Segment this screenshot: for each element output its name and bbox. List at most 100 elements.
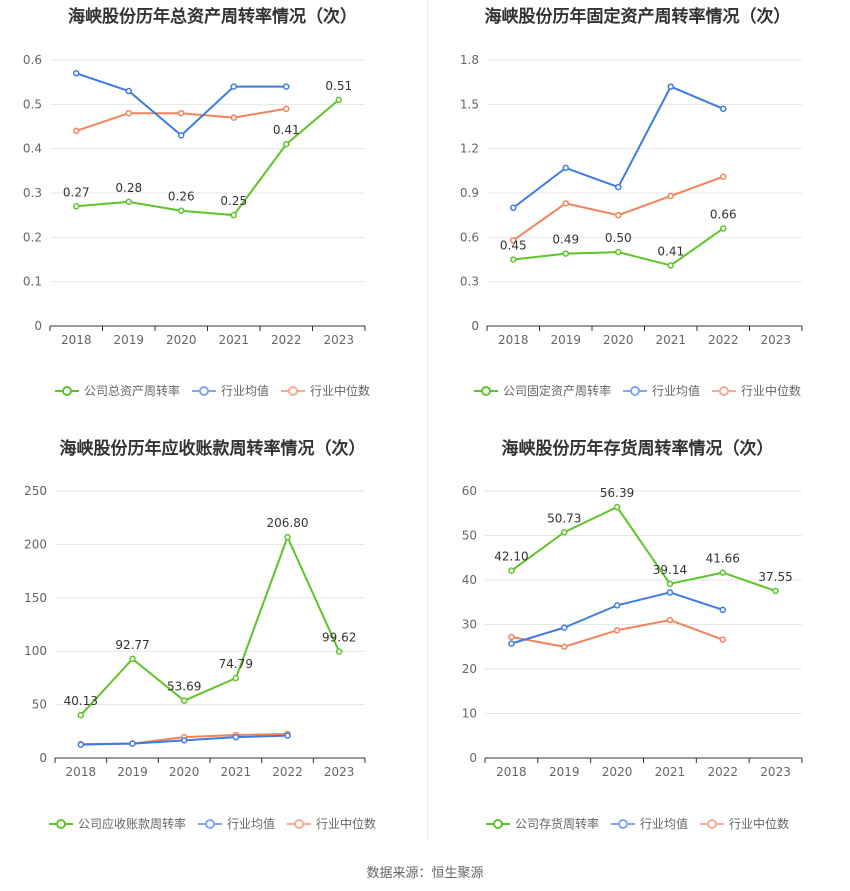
data-point-median[interactable] bbox=[613, 627, 621, 634]
y-tick-label: 0.5 bbox=[23, 97, 42, 111]
data-point-company[interactable] bbox=[510, 256, 517, 263]
data-point-company[interactable] bbox=[720, 225, 727, 232]
data-point-median[interactable] bbox=[719, 636, 726, 643]
data-point-avg[interactable] bbox=[562, 164, 569, 172]
y-tick-label: 1.8 bbox=[460, 53, 479, 67]
chart-plot: 0 50 100 150 200 250 2018 2019 2020 2021 2022 2023 4… bbox=[24, 484, 366, 779]
series-line-avg bbox=[511, 591, 724, 645]
x-tick-label: 2020 bbox=[603, 333, 634, 347]
legend-item-company[interactable]: 公司应收账款周转率 bbox=[48, 815, 186, 832]
chart-title: 海峡股份历年总资产周转率情况（次） bbox=[68, 7, 357, 27]
data-point-avg[interactable] bbox=[283, 83, 290, 90]
legend-item-avg[interactable]: 行业均值 bbox=[610, 815, 688, 832]
data-label: 0.49 bbox=[552, 233, 579, 247]
data-point-avg[interactable] bbox=[508, 640, 515, 647]
legend-marker-icon bbox=[610, 818, 635, 830]
data-point-avg[interactable] bbox=[77, 741, 85, 748]
legend-item-median[interactable]: 行业中位数 bbox=[281, 382, 370, 399]
data-point-median[interactable] bbox=[615, 211, 622, 219]
data-point-avg[interactable] bbox=[178, 132, 185, 139]
legend-item-median[interactable]: 行业中位数 bbox=[712, 382, 801, 399]
data-point-median[interactable] bbox=[230, 114, 237, 121]
data-point-avg[interactable] bbox=[232, 733, 240, 741]
data-point-avg[interactable] bbox=[720, 105, 727, 113]
data-point-median[interactable] bbox=[561, 643, 568, 650]
legend-item-company[interactable]: 公司存货周转率 bbox=[485, 815, 599, 832]
data-point-median[interactable] bbox=[667, 192, 674, 200]
data-point-avg[interactable] bbox=[129, 740, 136, 747]
data-point-company[interactable] bbox=[562, 250, 569, 257]
legend-label: 行业均值 bbox=[226, 817, 275, 831]
data-point-company[interactable] bbox=[335, 96, 342, 104]
data-point-median[interactable] bbox=[510, 237, 517, 244]
data-point-avg[interactable] bbox=[719, 606, 726, 614]
data-point-company[interactable] bbox=[283, 140, 290, 148]
data-point-median[interactable] bbox=[178, 109, 185, 117]
legend-marker-icon bbox=[48, 818, 73, 830]
y-tick-label: 0.2 bbox=[23, 230, 42, 244]
data-point-company[interactable] bbox=[719, 569, 726, 576]
legend-marker-icon bbox=[485, 818, 510, 830]
y-tick-label: 1.5 bbox=[460, 97, 479, 111]
data-point-avg[interactable] bbox=[666, 589, 674, 596]
data-point-company[interactable] bbox=[232, 674, 240, 682]
data-point-median[interactable] bbox=[125, 109, 132, 117]
data-point-company[interactable] bbox=[335, 648, 343, 655]
legend-item-median[interactable]: 行业中位数 bbox=[700, 815, 789, 832]
data-point-company[interactable] bbox=[77, 711, 85, 719]
data-point-company[interactable] bbox=[178, 207, 185, 214]
legend-label: 公司应收账款周转率 bbox=[77, 817, 186, 831]
data-point-company[interactable] bbox=[613, 503, 621, 511]
data-point-company[interactable] bbox=[230, 211, 237, 219]
data-point-median[interactable] bbox=[720, 173, 727, 180]
panel-divider bbox=[427, 0, 428, 840]
x-tick-label: 2023 bbox=[760, 333, 791, 347]
legend-label: 行业中位数 bbox=[741, 384, 802, 398]
data-point-avg[interactable] bbox=[667, 83, 674, 90]
data-point-median[interactable] bbox=[73, 127, 80, 135]
data-point-median[interactable] bbox=[283, 105, 290, 113]
legend-item-avg[interactable]: 行业均值 bbox=[191, 382, 269, 399]
data-point-company[interactable] bbox=[73, 203, 80, 210]
data-point-company[interactable] bbox=[772, 587, 779, 595]
data-point-median[interactable] bbox=[508, 633, 515, 641]
x-tick-label: 2021 bbox=[655, 765, 686, 779]
legend-marker-icon bbox=[622, 385, 647, 397]
data-point-median[interactable] bbox=[666, 616, 674, 624]
data-point-avg[interactable] bbox=[73, 70, 80, 77]
data-point-company[interactable] bbox=[508, 567, 515, 574]
data-point-avg[interactable] bbox=[613, 602, 621, 609]
data-point-company[interactable] bbox=[561, 529, 568, 536]
x-tick-label: 2019 bbox=[117, 765, 148, 779]
data-point-avg[interactable] bbox=[125, 87, 132, 95]
data-point-median[interactable] bbox=[562, 200, 569, 207]
legend-item-avg[interactable]: 行业均值 bbox=[622, 382, 700, 399]
data-point-company[interactable] bbox=[667, 262, 674, 269]
data-point-avg[interactable] bbox=[510, 204, 517, 212]
legend-item-company[interactable]: 公司固定资产周转率 bbox=[473, 382, 611, 399]
series-line-company bbox=[76, 99, 340, 217]
y-tick-label: 1.2 bbox=[460, 142, 479, 156]
data-point-avg[interactable] bbox=[561, 624, 568, 631]
x-tick-label: 2021 bbox=[221, 765, 252, 779]
chart-legend: 公司总资产周转率 行业均值 行业中位数 bbox=[0, 382, 425, 400]
data-point-company[interactable] bbox=[615, 248, 622, 256]
legend-item-median[interactable]: 行业中位数 bbox=[287, 815, 376, 832]
data-point-company[interactable] bbox=[180, 697, 188, 704]
chart-legend: 公司应收账款周转率 行业均值 行业中位数 bbox=[0, 815, 425, 833]
data-point-company[interactable] bbox=[284, 533, 291, 541]
legend-item-avg[interactable]: 行业均值 bbox=[197, 815, 275, 832]
data-point-company[interactable] bbox=[125, 198, 132, 206]
x-tick-label: 2023 bbox=[323, 333, 354, 347]
data-label: 37.55 bbox=[758, 570, 792, 584]
data-point-avg[interactable] bbox=[230, 83, 237, 90]
data-point-avg[interactable] bbox=[180, 737, 188, 744]
y-tick-label: 0.4 bbox=[23, 142, 42, 156]
data-point-company[interactable] bbox=[666, 580, 674, 588]
legend-marker-icon bbox=[473, 385, 498, 397]
data-point-company[interactable] bbox=[129, 655, 136, 663]
legend-item-company[interactable]: 公司总资产周转率 bbox=[54, 382, 180, 399]
data-point-avg[interactable] bbox=[284, 732, 291, 739]
chart-plot: 0 0.1 0.2 0.3 0.4 0.5 0.6 2018 2019 2020 2021 2022 2… bbox=[23, 53, 366, 347]
data-point-avg[interactable] bbox=[615, 183, 622, 191]
